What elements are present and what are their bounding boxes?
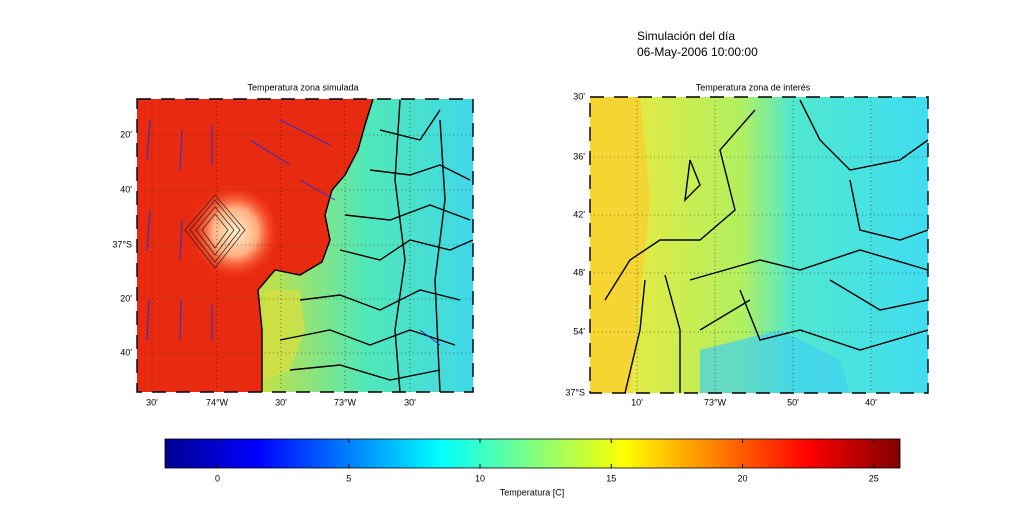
land-patch xyxy=(265,290,305,380)
map-right: Temperatura zona de interés xyxy=(589,82,929,394)
lat-label: 36' xyxy=(573,151,585,161)
lat-label: 42' xyxy=(573,209,585,219)
lat-label: 48' xyxy=(573,267,585,277)
boundaries xyxy=(279,99,474,393)
colorbar-scale xyxy=(164,438,901,469)
lat-label: 37°S xyxy=(112,239,132,249)
figure-title: Simulación del día xyxy=(637,29,735,43)
lat-label: 37°S xyxy=(565,387,585,397)
coastline xyxy=(257,98,374,392)
map-title: Temperatura zona de interés xyxy=(696,82,811,92)
map-left: Temperatura zona simulada xyxy=(136,82,474,393)
lon-label: 74°W xyxy=(206,397,229,407)
wind-arrows xyxy=(146,119,441,346)
colorbar-tick-label: 0 xyxy=(215,473,220,483)
lon-label: 40' xyxy=(865,397,877,407)
colorbar-tick-label: 25 xyxy=(869,473,879,483)
lon-label: 30' xyxy=(275,397,287,407)
lat-label: 20' xyxy=(120,293,132,303)
boundaries xyxy=(604,99,929,394)
lon-label: 10' xyxy=(631,397,643,407)
lat-label: 40' xyxy=(120,184,132,194)
colorbar-tick-label: 5 xyxy=(346,473,351,483)
figure-subtitle: 06-May-2006 10:00:00 xyxy=(637,45,758,59)
lon-label: 73°W xyxy=(334,397,357,407)
lon-label: 30' xyxy=(404,397,416,407)
frame xyxy=(589,96,929,394)
colorbar-tick-label: 10 xyxy=(475,473,485,483)
lat-label: 30' xyxy=(573,91,585,101)
map-title: Temperatura zona simulada xyxy=(247,82,358,92)
frame xyxy=(136,98,474,393)
lon-label: 50' xyxy=(787,397,799,407)
warm-coast xyxy=(590,97,650,393)
warm-blob xyxy=(190,184,280,280)
contours xyxy=(184,194,246,269)
lat-label: 54' xyxy=(573,326,585,336)
lon-label: 30' xyxy=(146,397,158,407)
colorbar-label: Temperatura [C] xyxy=(500,487,565,497)
cool-patch xyxy=(700,330,850,393)
lat-label: 40' xyxy=(120,347,132,357)
gridlines xyxy=(590,97,928,393)
lat-label: 20' xyxy=(120,129,132,139)
colorbar-tick-label: 20 xyxy=(737,473,747,483)
colorbar-tick-label: 15 xyxy=(606,473,616,483)
gridlines xyxy=(137,99,473,392)
lon-label: 73°W xyxy=(704,397,727,407)
colorbar: Temperatura [C] xyxy=(164,438,901,497)
